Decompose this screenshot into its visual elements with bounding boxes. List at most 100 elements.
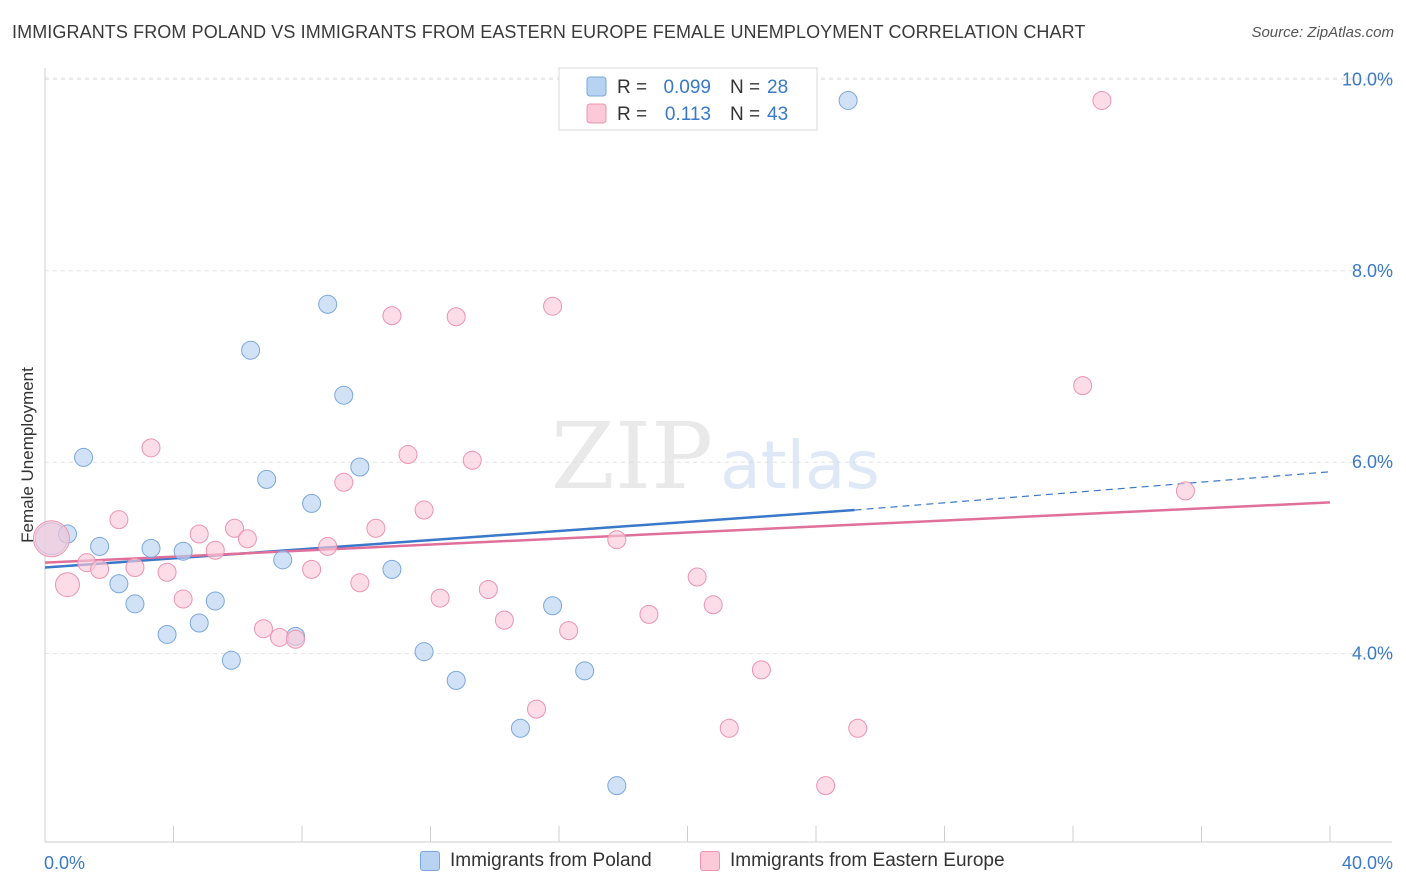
point-poland-11 (221, 650, 241, 670)
legend-r-value-poland: 0.099 (663, 77, 711, 98)
legend-label-poland: Immigrants from Poland (450, 850, 652, 871)
y-tick-label-1: 6.0% (1352, 452, 1393, 472)
point-eastern-europe-10 (205, 540, 225, 560)
point-poland-2 (74, 447, 94, 467)
point-eastern-europe-5 (125, 557, 145, 577)
point-poland-8 (173, 541, 193, 561)
point-eastern-europe-37 (751, 660, 771, 680)
point-poland-16 (302, 493, 322, 513)
point-eastern-europe-39 (848, 718, 868, 738)
point-eastern-europe-38 (816, 776, 836, 796)
point-eastern-europe-40 (1073, 376, 1093, 396)
point-eastern-europe-29 (527, 699, 547, 719)
point-eastern-europe-12 (237, 529, 257, 549)
trend-line-poland (44, 508, 855, 569)
point-poland-5 (125, 594, 145, 614)
point-poland-26 (607, 776, 627, 796)
source-label: Source: ZipAtlas.com (1251, 24, 1394, 41)
point-eastern-europe-28 (494, 610, 514, 630)
point-eastern-europe-0 (32, 520, 70, 558)
watermark: ZIP atlas (551, 403, 880, 510)
point-poland-4 (109, 574, 129, 594)
point-poland-20 (382, 559, 402, 579)
point-eastern-europe-11 (225, 518, 245, 538)
point-eastern-europe-24 (430, 588, 450, 608)
point-eastern-europe-16 (302, 559, 322, 579)
series-legend: Immigrants from Poland Immigrants from E… (0, 850, 1406, 880)
point-poland-3 (90, 536, 110, 556)
point-eastern-europe-4 (109, 510, 129, 530)
data-points (32, 90, 1195, 796)
trend-line-poland-extension (854, 471, 1331, 511)
y-axis-label: Female Unemployment (18, 367, 37, 543)
legend-label-eastern-europe: Immigrants from Eastern Europe (730, 850, 1005, 871)
point-eastern-europe-32 (607, 530, 627, 550)
grid-lines (45, 77, 1392, 655)
point-poland-13 (257, 469, 277, 489)
point-poland-27 (838, 90, 858, 110)
point-eastern-europe-14 (270, 627, 290, 647)
point-eastern-europe-13 (253, 619, 273, 639)
legend-swatch-poland-bottom (420, 851, 440, 871)
legend-n-value-eastern-europe: 43 (767, 104, 788, 125)
point-eastern-europe-23 (414, 500, 434, 520)
point-poland-10 (205, 591, 225, 611)
legend-n-label-poland: N = (730, 77, 760, 98)
point-eastern-europe-31 (559, 621, 579, 641)
point-poland-21 (414, 642, 434, 662)
legend-r-label-poland: R = (617, 77, 647, 98)
legend-swatch-eastern-europe (586, 103, 607, 124)
axes (44, 68, 1392, 843)
legend-r-value-eastern-europe: 0.113 (665, 104, 711, 125)
point-poland-22 (446, 670, 466, 690)
point-eastern-europe-3 (90, 559, 110, 579)
point-poland-19 (350, 457, 370, 477)
point-eastern-europe-9 (189, 524, 209, 544)
point-eastern-europe-22 (398, 445, 418, 465)
y-tick-labels: 4.0% 6.0% 8.0% 10.0% (1342, 69, 1393, 663)
point-eastern-europe-6 (141, 438, 161, 458)
point-eastern-europe-15 (286, 629, 306, 649)
legend-n-label-eastern-europe: N = (730, 104, 760, 125)
point-eastern-europe-33 (639, 604, 659, 624)
point-eastern-europe-18 (334, 472, 354, 492)
point-poland-12 (241, 340, 261, 360)
point-eastern-europe-8 (173, 589, 193, 609)
point-eastern-europe-20 (366, 518, 386, 538)
point-eastern-europe-35 (703, 595, 723, 615)
correlation-legend: R = 0.099 N = 28 R = 0.113 N = 43 (558, 67, 818, 131)
legend-swatch-eastern-europe-bottom (700, 851, 720, 871)
point-poland-18 (334, 385, 354, 405)
x-tick-labels: 0.0% 40.0% (44, 853, 1393, 873)
point-poland-25 (575, 661, 595, 681)
point-poland-6 (141, 538, 161, 558)
point-eastern-europe-1 (54, 572, 80, 598)
watermark-zip: ZIP (551, 403, 713, 510)
point-eastern-europe-19 (350, 573, 370, 593)
legend-swatch-poland (586, 76, 607, 97)
chart-title: IMMIGRANTS FROM POLAND VS IMMIGRANTS FRO… (12, 22, 1086, 42)
y-tick-label-2: 8.0% (1352, 261, 1393, 281)
x-tick-label-max: 40.0% (1342, 853, 1393, 873)
point-poland-9 (189, 613, 209, 633)
x-tick-label-min: 0.0% (44, 853, 85, 873)
y-tick-label-3: 10.0% (1342, 69, 1393, 89)
point-eastern-europe-27 (478, 579, 498, 599)
legend-item-poland[interactable]: Immigrants from Poland (420, 850, 652, 872)
point-eastern-europe-25 (446, 307, 466, 327)
point-poland-14 (273, 550, 293, 570)
point-eastern-europe-36 (719, 718, 739, 738)
point-poland-24 (543, 596, 563, 616)
legend-item-eastern-europe[interactable]: Immigrants from Eastern Europe (700, 850, 1005, 872)
point-eastern-europe-21 (382, 306, 402, 326)
y-tick-label-0: 4.0% (1352, 644, 1393, 664)
point-eastern-europe-41 (1092, 90, 1112, 110)
watermark-atlas: atlas (720, 427, 880, 504)
point-eastern-europe-42 (1175, 481, 1195, 501)
point-poland-7 (157, 624, 177, 644)
point-eastern-europe-26 (462, 450, 482, 470)
point-poland-23 (510, 718, 530, 738)
point-eastern-europe-7 (157, 562, 177, 582)
legend-r-label-eastern-europe: R = (617, 104, 647, 125)
